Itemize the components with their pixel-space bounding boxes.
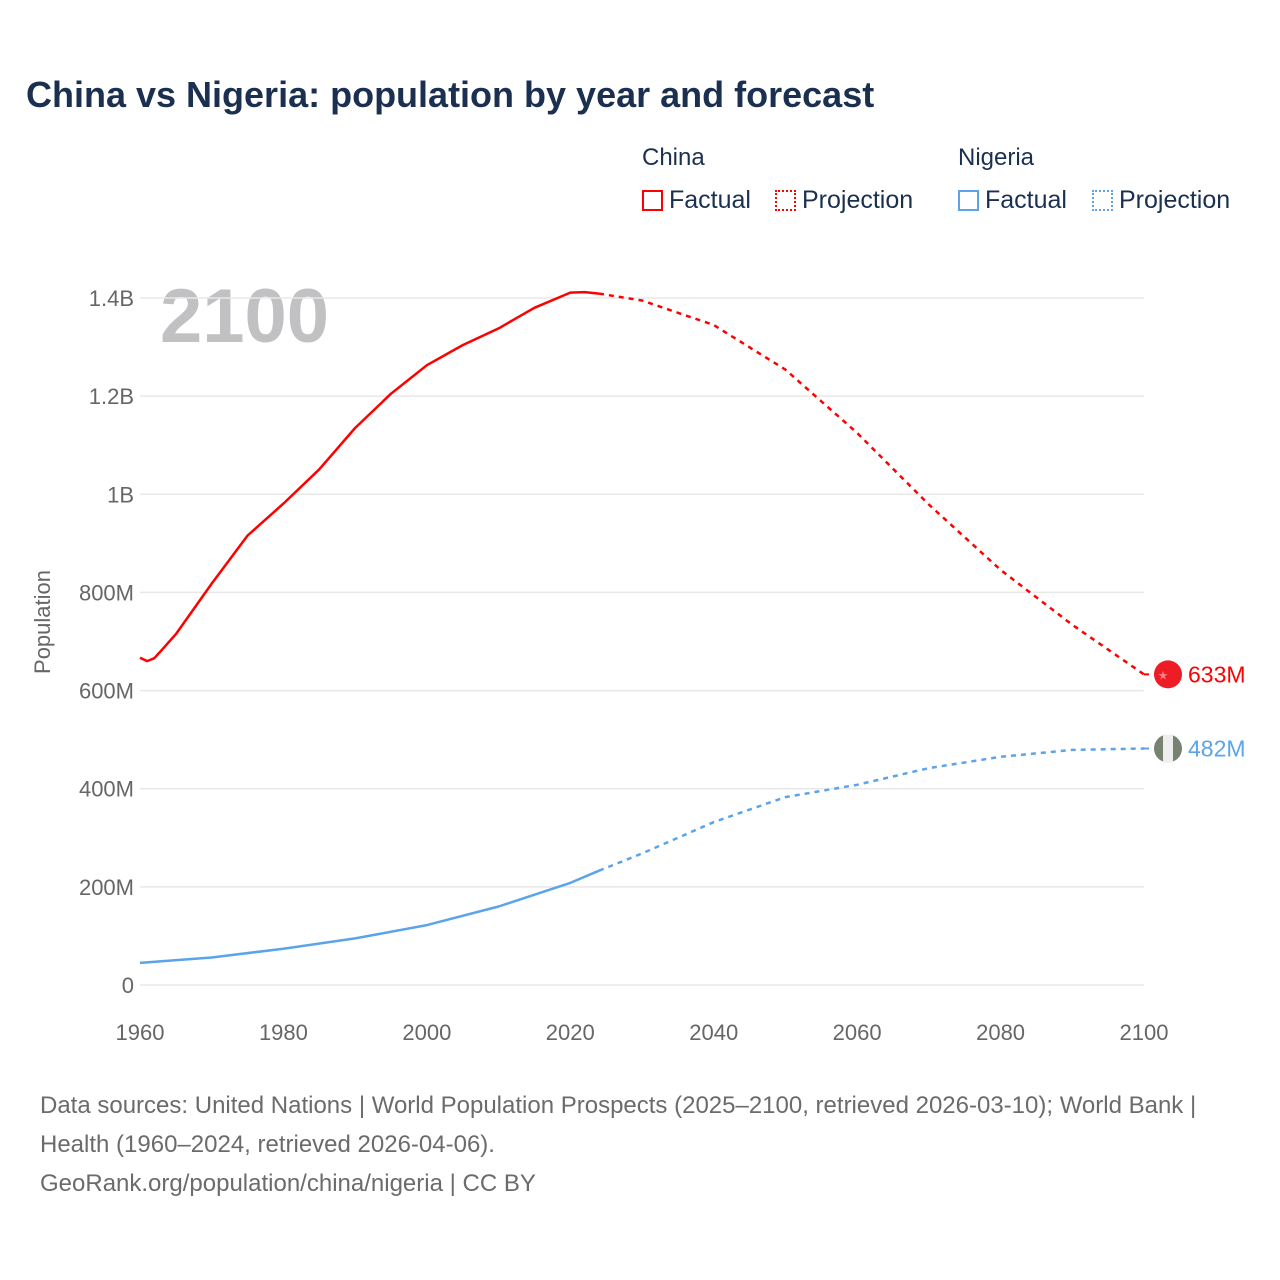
x-tick-label: 2020 xyxy=(546,1020,595,1045)
x-tick-label: 2000 xyxy=(402,1020,451,1045)
data-sources: Data sources: United Nations | World Pop… xyxy=(40,1092,1197,1158)
year-watermark: 2100 xyxy=(160,274,329,359)
y-tick-label: 1.2B xyxy=(89,384,134,409)
legend-label: Factual xyxy=(669,186,751,214)
nigeria-factual-line xyxy=(139,869,600,965)
china-factual-line xyxy=(139,290,600,663)
x-tick-label: 2040 xyxy=(689,1020,738,1045)
y-tick-label: 800M xyxy=(79,580,134,605)
y-tick-label: 1B xyxy=(107,482,134,507)
flag-stripe-icon xyxy=(1163,734,1173,763)
x-tick-label: 2100 xyxy=(1120,1020,1169,1045)
x-tick-label: 2060 xyxy=(833,1020,882,1045)
x-tick-label: 1960 xyxy=(116,1020,165,1045)
china-projection-line xyxy=(598,292,1145,676)
china-flag-icon xyxy=(1154,660,1182,689)
solid-swatch-icon xyxy=(958,190,979,211)
y-tick-label: 1.4B xyxy=(89,286,134,311)
y-tick-label: 0 xyxy=(122,973,134,998)
x-tick-label: 1980 xyxy=(259,1020,308,1045)
china-end-label: 633M xyxy=(1188,661,1246,687)
y-tick-label: 200M xyxy=(79,875,134,900)
nigeria-projection-line xyxy=(598,747,1145,872)
y-axis-label: Population xyxy=(30,570,55,674)
nigeria-end-label: 482M xyxy=(1188,735,1246,761)
dotted-swatch-icon xyxy=(775,190,796,211)
x-tick-label: 2080 xyxy=(976,1020,1025,1045)
flag-star-icon: ★ xyxy=(1158,668,1169,682)
y-tick-label: 600M xyxy=(79,679,134,704)
legend-nigeria-factual[interactable]: Factual xyxy=(958,186,1067,215)
legend-label: Factual xyxy=(985,186,1067,214)
dotted-swatch-icon xyxy=(1092,190,1113,211)
legend-nigeria-heading: Nigeria xyxy=(958,144,1035,171)
legend-china-factual[interactable]: Factual xyxy=(642,186,751,215)
y-tick-label: 400M xyxy=(79,777,134,802)
legend-nigeria-projection[interactable]: Projection xyxy=(1092,186,1230,215)
footer: Data sources: United Nations | World Pop… xyxy=(40,1086,1240,1203)
legend-label: Projection xyxy=(1119,186,1231,214)
chart-title: China vs Nigeria: population by year and… xyxy=(26,74,875,115)
solid-swatch-icon xyxy=(642,190,663,211)
legend-china-heading: China xyxy=(642,144,705,171)
legend-china-projection[interactable]: Projection xyxy=(775,186,913,215)
legend-label: Projection xyxy=(802,186,914,214)
source-link[interactable]: GeoRank.org/population/china/nigeria | C… xyxy=(40,1170,536,1197)
